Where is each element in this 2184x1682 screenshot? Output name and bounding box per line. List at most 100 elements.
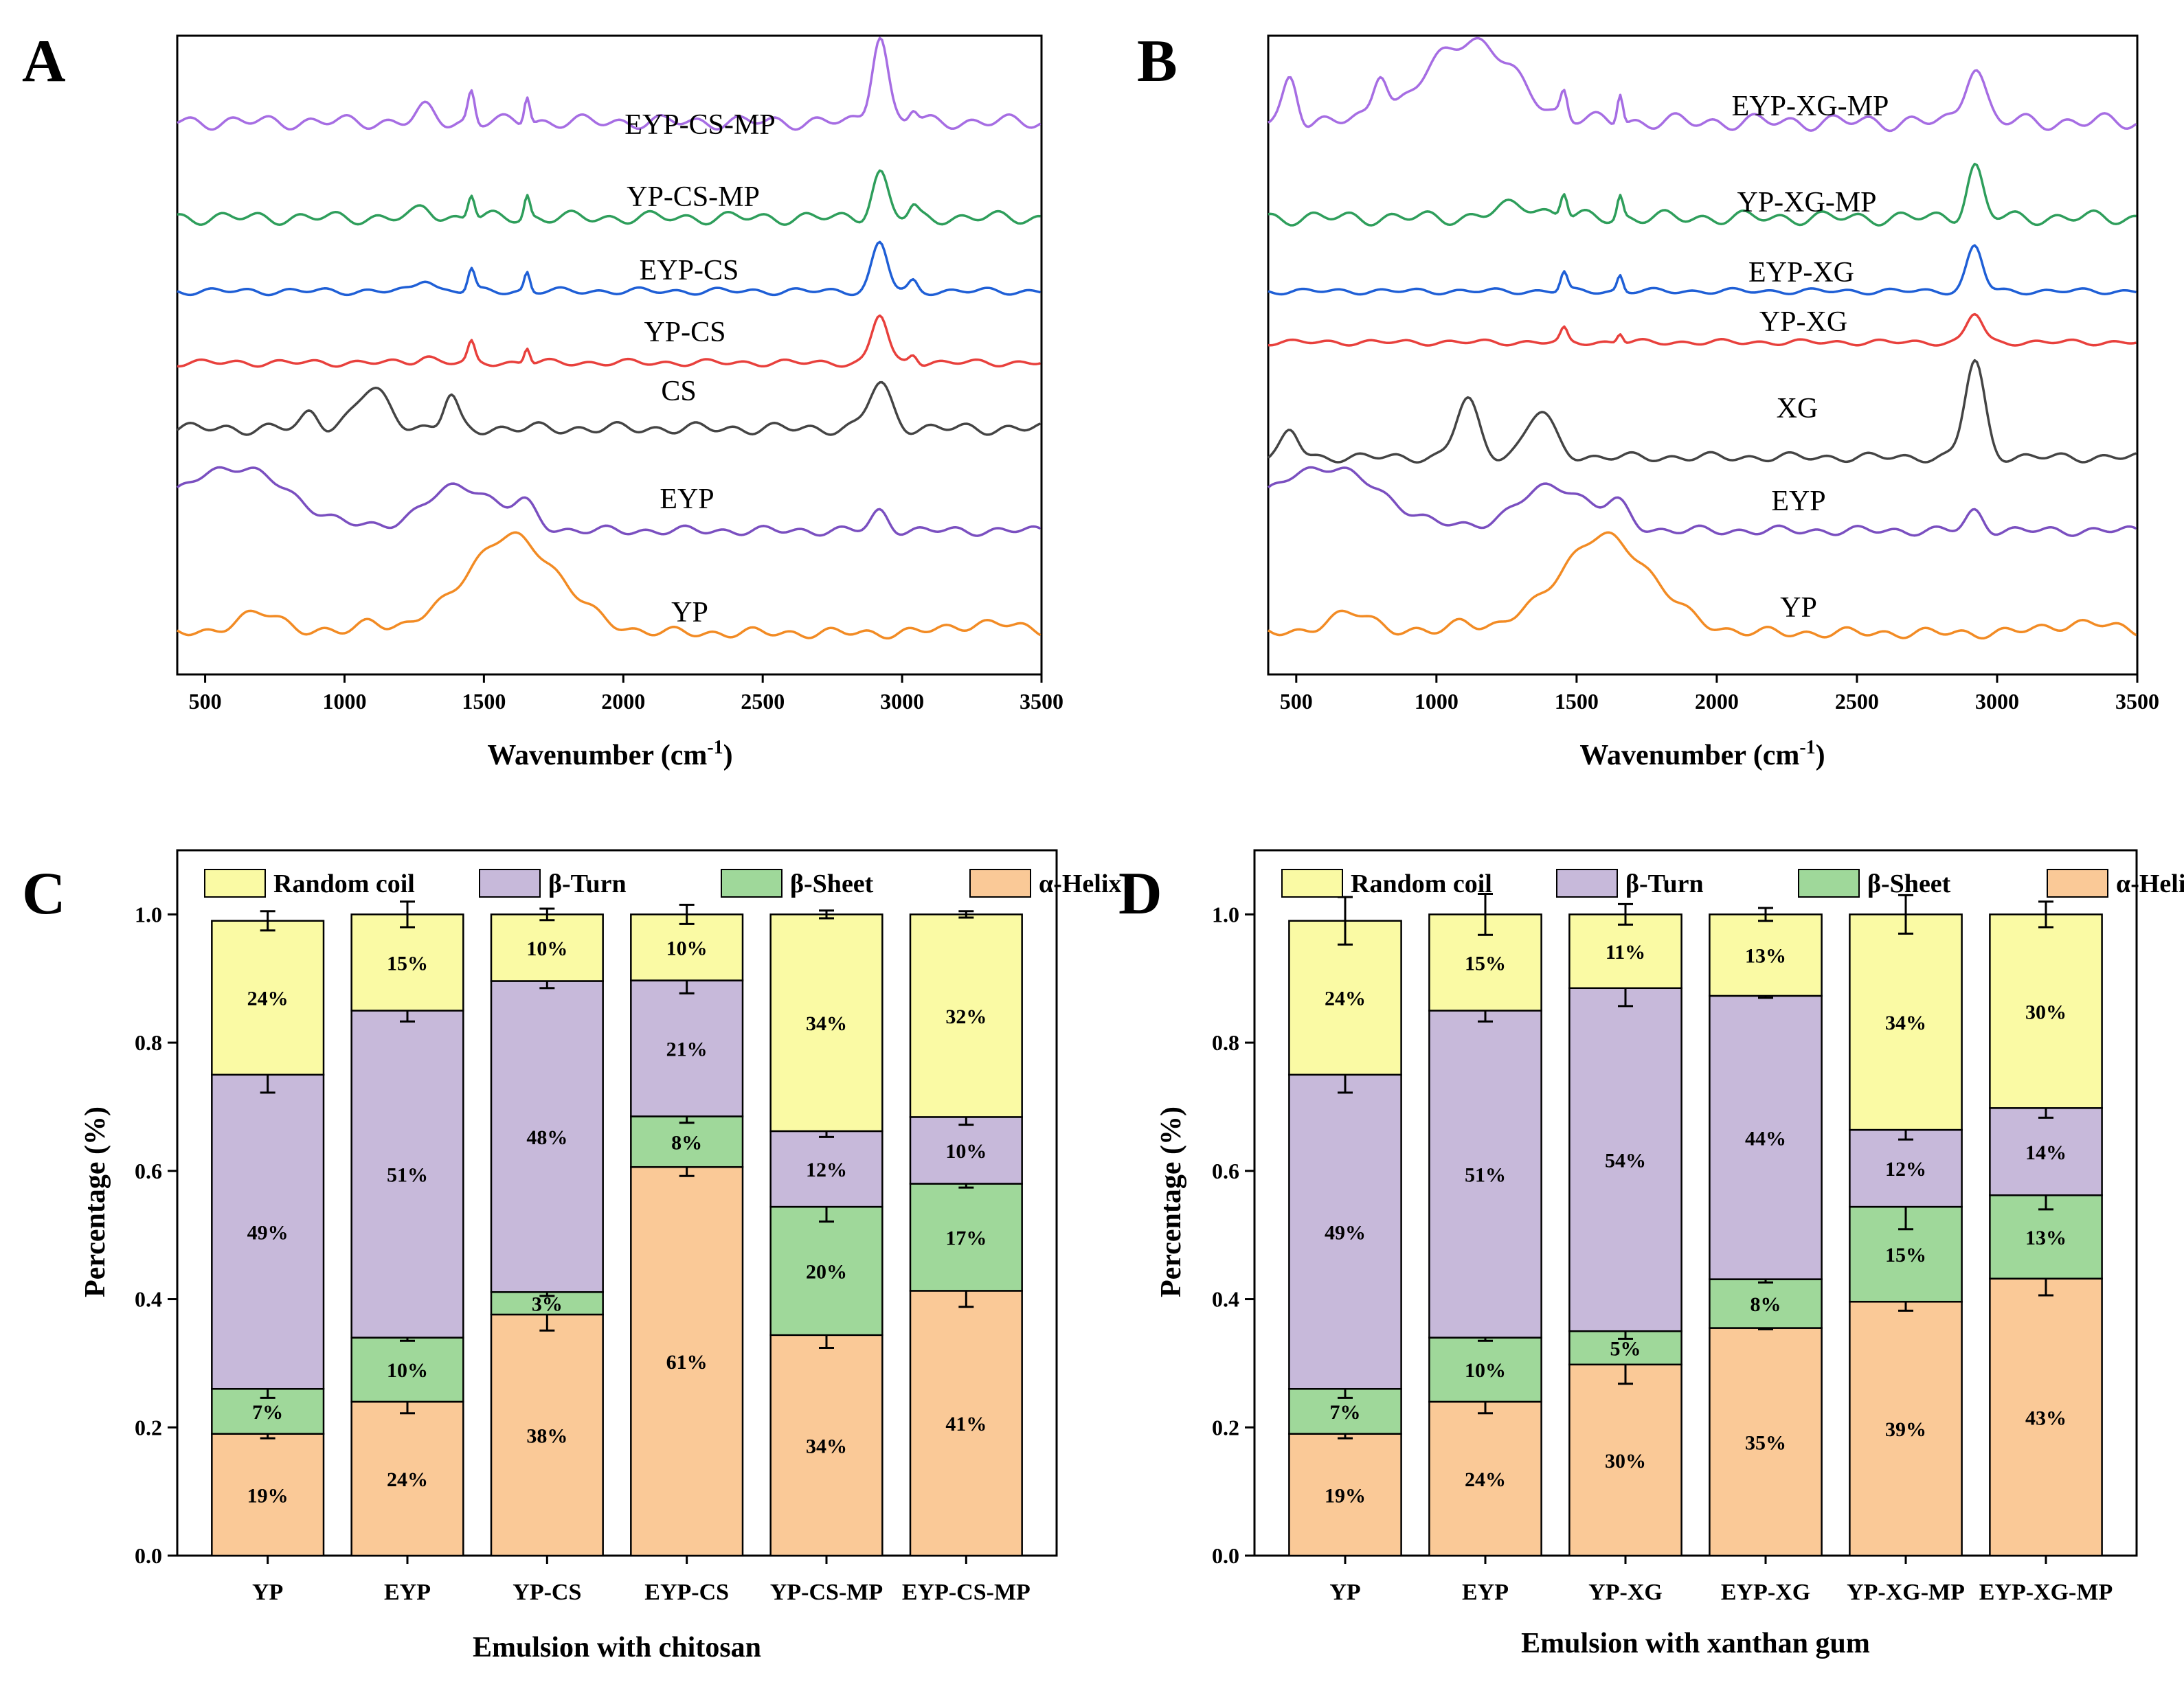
panel-c-x-axis-title: Emulsion with chitosan: [473, 1632, 761, 1663]
bar-eyp-beta-turn: [350, 1010, 464, 1339]
x-tick-label: 2000: [601, 689, 645, 714]
panel-a: A EYP-CS-MP YP-CS-MP EYP-CS YP-CS CS EYP…: [22, 28, 1063, 771]
legend-label-random-coil: Random coil: [1351, 870, 1492, 898]
y-tick-label: 0.0: [1212, 1543, 1239, 1568]
legend-swatch-alpha-helix: [2047, 869, 2108, 898]
spectrum-line-yp-cs-mp: [177, 169, 1041, 226]
spectrum-label-yp-xg-mp: YP-XG-MP: [1737, 187, 1876, 218]
category-label-yp: YP: [1329, 1580, 1360, 1605]
bar-eyp-xg-random-coil: [1709, 913, 1823, 997]
category-label-eyp-xg-mp: EYP-XG-MP: [1979, 1580, 2113, 1605]
x-tick-label: 3000: [880, 689, 924, 714]
category-label-yp-xg-mp: YP-XG-MP: [1847, 1580, 1965, 1605]
legend-swatch-beta-turn: [479, 869, 541, 898]
y-tick-label: 0.6: [135, 1159, 162, 1183]
y-tick-label: 0.2: [1212, 1415, 1239, 1440]
bar-yp-alpha-helix: [211, 1433, 325, 1557]
data-label: 10%: [945, 1140, 987, 1163]
bar-eyp-xg-mp-beta-turn: [1989, 1107, 2103, 1196]
panel-a-xlabel-sup: -1: [707, 737, 723, 758]
category-label-eyp-xg: EYP-XG: [1721, 1580, 1810, 1605]
spectrum-line-eyp-cs-mp: [177, 36, 1042, 131]
x-tick-label: 2500: [1835, 689, 1879, 714]
data-label: 39%: [1885, 1418, 1926, 1441]
spectrum-label-eyp-cs-mp: EYP-CS-MP: [624, 109, 775, 141]
y-tick-label: 0.8: [1212, 1030, 1239, 1055]
bar-eyp-xg-beta-sheet: [1709, 1278, 1823, 1329]
data-label: 51%: [387, 1163, 428, 1186]
bar-yp-random-coil: [1288, 920, 1402, 1076]
data-label: 24%: [1465, 1468, 1506, 1491]
category-label-eyp: EYP: [1462, 1580, 1509, 1605]
x-tick-label: 1000: [1415, 689, 1459, 714]
data-label: 44%: [1745, 1127, 1786, 1150]
data-label: 10%: [1465, 1359, 1506, 1382]
category-label-yp-xg: YP-XG: [1588, 1580, 1663, 1605]
bar-yp-xg-mp-beta-turn: [1849, 1128, 1963, 1208]
bar-yp-xg-mp-alpha-helix: [1849, 1301, 1963, 1557]
bar-yp-beta-turn: [211, 1073, 325, 1390]
data-label: 49%: [1325, 1222, 1366, 1245]
data-label: 7%: [1330, 1401, 1361, 1424]
data-label: 34%: [806, 1435, 847, 1457]
data-label: 15%: [1465, 952, 1506, 975]
category-label-eyp: EYP: [384, 1580, 431, 1605]
spectrum-line-eyp: [176, 466, 1042, 537]
bar-yp-cs-random-coil: [490, 913, 604, 982]
y-tick-label: 1.0: [1212, 902, 1239, 927]
data-label: 17%: [945, 1227, 987, 1249]
panel-b-xlabel-main: Wavenumber (cm: [1579, 740, 1799, 771]
bar-eyp-cs-mp-alpha-helix: [909, 1290, 1023, 1557]
legend-label-beta-sheet: β-Sheet: [790, 870, 874, 898]
y-tick-label: 0.4: [1212, 1287, 1239, 1312]
panel-c-letter: C: [22, 861, 66, 927]
legend-swatch-beta-sheet: [721, 869, 783, 898]
category-label-yp-cs: YP-CS: [513, 1580, 581, 1605]
panel-b: B EYP-XG-MP YP-XG-MP EYP-XG YP-XG XG EYP…: [1137, 28, 2159, 771]
panel-b-frame: [1267, 34, 2139, 676]
spectrum-label-yp-cs-mp: YP-CS-MP: [627, 181, 760, 213]
x-tick-label: 500: [189, 689, 222, 714]
data-label: 21%: [666, 1038, 708, 1060]
data-label: 11%: [1606, 941, 1645, 964]
bar-eyp-cs-mp-beta-sheet: [909, 1183, 1023, 1292]
data-label: 12%: [806, 1159, 847, 1181]
panel-d-bars: 19% 7% 49% 24% 24% 10% 51% 15% 30% 5% 54% 11% 35% 8% 4…: [1288, 892, 2103, 1557]
y-tick-label: 1.0: [135, 902, 162, 927]
x-tick-label: 1500: [462, 689, 506, 714]
bar-yp-beta-turn: [1288, 1073, 1402, 1390]
data-label: 30%: [1605, 1450, 1646, 1473]
data-label: 13%: [2025, 1227, 2067, 1249]
category-label-eyp-cs-mp: EYP-CS-MP: [902, 1580, 1031, 1605]
data-label: 24%: [247, 988, 289, 1010]
panel-b-letter: B: [1137, 28, 1178, 95]
y-tick-label: 0.6: [1212, 1159, 1239, 1183]
x-tick-label: 2000: [1695, 689, 1739, 714]
panel-a-x-axis: 500 1000 1500 2000 2500 3000 3500: [189, 674, 1063, 714]
panel-b-spectra: [1267, 36, 2137, 640]
bar-eyp-xg-beta-turn: [1709, 995, 1823, 1280]
panel-d-letter: D: [1118, 861, 1162, 927]
legend-swatch-beta-turn: [1556, 869, 1618, 898]
data-label: 8%: [671, 1131, 702, 1154]
bar-yp-cs-mp-alpha-helix: [769, 1334, 883, 1557]
spectrum-line-eyp-cs: [177, 240, 1041, 297]
data-label: 43%: [2025, 1407, 2067, 1429]
bar-yp-xg-random-coil: [1568, 913, 1682, 989]
bar-yp-alpha-helix: [1288, 1433, 1402, 1557]
bar-yp-cs-mp-random-coil: [769, 913, 883, 1133]
bar-eyp-cs-beta-turn: [630, 979, 744, 1117]
bar-eyp-cs-beta-sheet: [630, 1115, 744, 1168]
panel-a-x-axis-title: Wavenumber (cm-1): [487, 737, 732, 771]
panel-d: D 19% 7% 49% 24% 24% 10% 51% 15% 30% 5% 54% 11% 35% 8…: [1118, 849, 2184, 1659]
x-tick-label: 3000: [1975, 689, 2019, 714]
bar-yp-xg-mp-random-coil: [1849, 913, 1963, 1131]
spectrum-label-cs: CS: [661, 376, 696, 407]
data-label: 41%: [945, 1413, 987, 1435]
category-label-yp-cs-mp: YP-CS-MP: [770, 1580, 883, 1605]
data-label: 15%: [387, 952, 428, 975]
panel-b-xlabel-tail: ): [1816, 740, 1825, 771]
data-label: 19%: [247, 1484, 289, 1507]
data-label: 48%: [526, 1126, 567, 1149]
